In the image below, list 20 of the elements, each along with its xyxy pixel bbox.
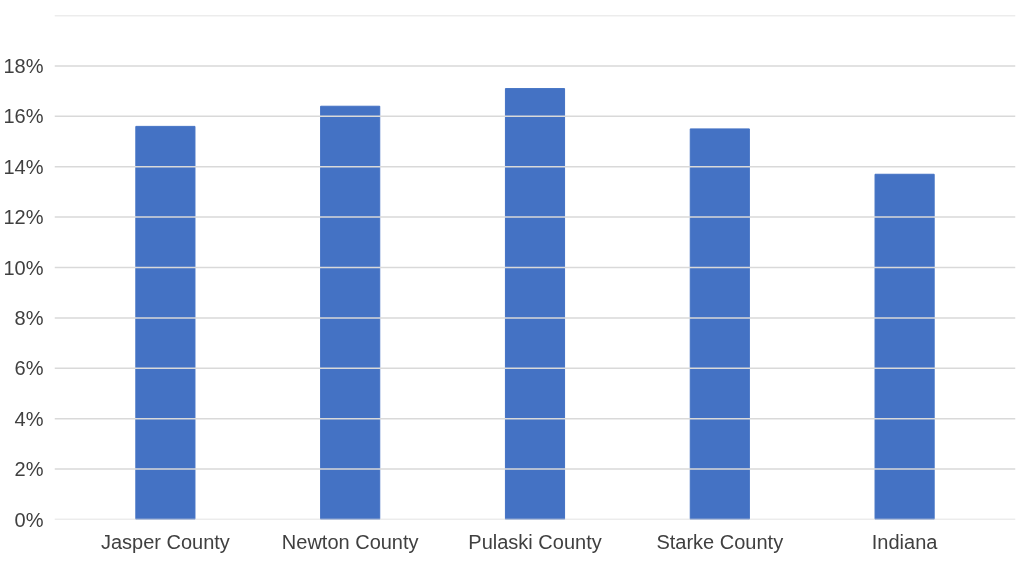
x-tick-label: Indiana (871, 530, 939, 553)
y-tick-label: 4% (14, 407, 44, 430)
x-tick-label: Newton County (281, 530, 419, 553)
y-tick-label: 16% (3, 105, 44, 128)
x-tick-label: Starke County (656, 530, 784, 553)
bar (874, 173, 935, 520)
x-tick-label: Jasper County (100, 530, 230, 553)
bar (689, 128, 750, 520)
bar (504, 88, 566, 520)
x-tick-label: Pulaski County (468, 530, 602, 553)
bar (135, 125, 196, 520)
bar (320, 105, 381, 520)
y-tick-label: 0% (14, 508, 44, 531)
y-tick-label: 12% (3, 206, 44, 229)
y-tick-label: 14% (3, 155, 44, 178)
y-tick-label: 18% (3, 54, 44, 77)
y-tick-label: 10% (3, 256, 44, 279)
y-tick-label: 8% (14, 306, 44, 329)
y-tick-label: 6% (14, 357, 44, 380)
y-tick-label: 2% (14, 458, 44, 481)
